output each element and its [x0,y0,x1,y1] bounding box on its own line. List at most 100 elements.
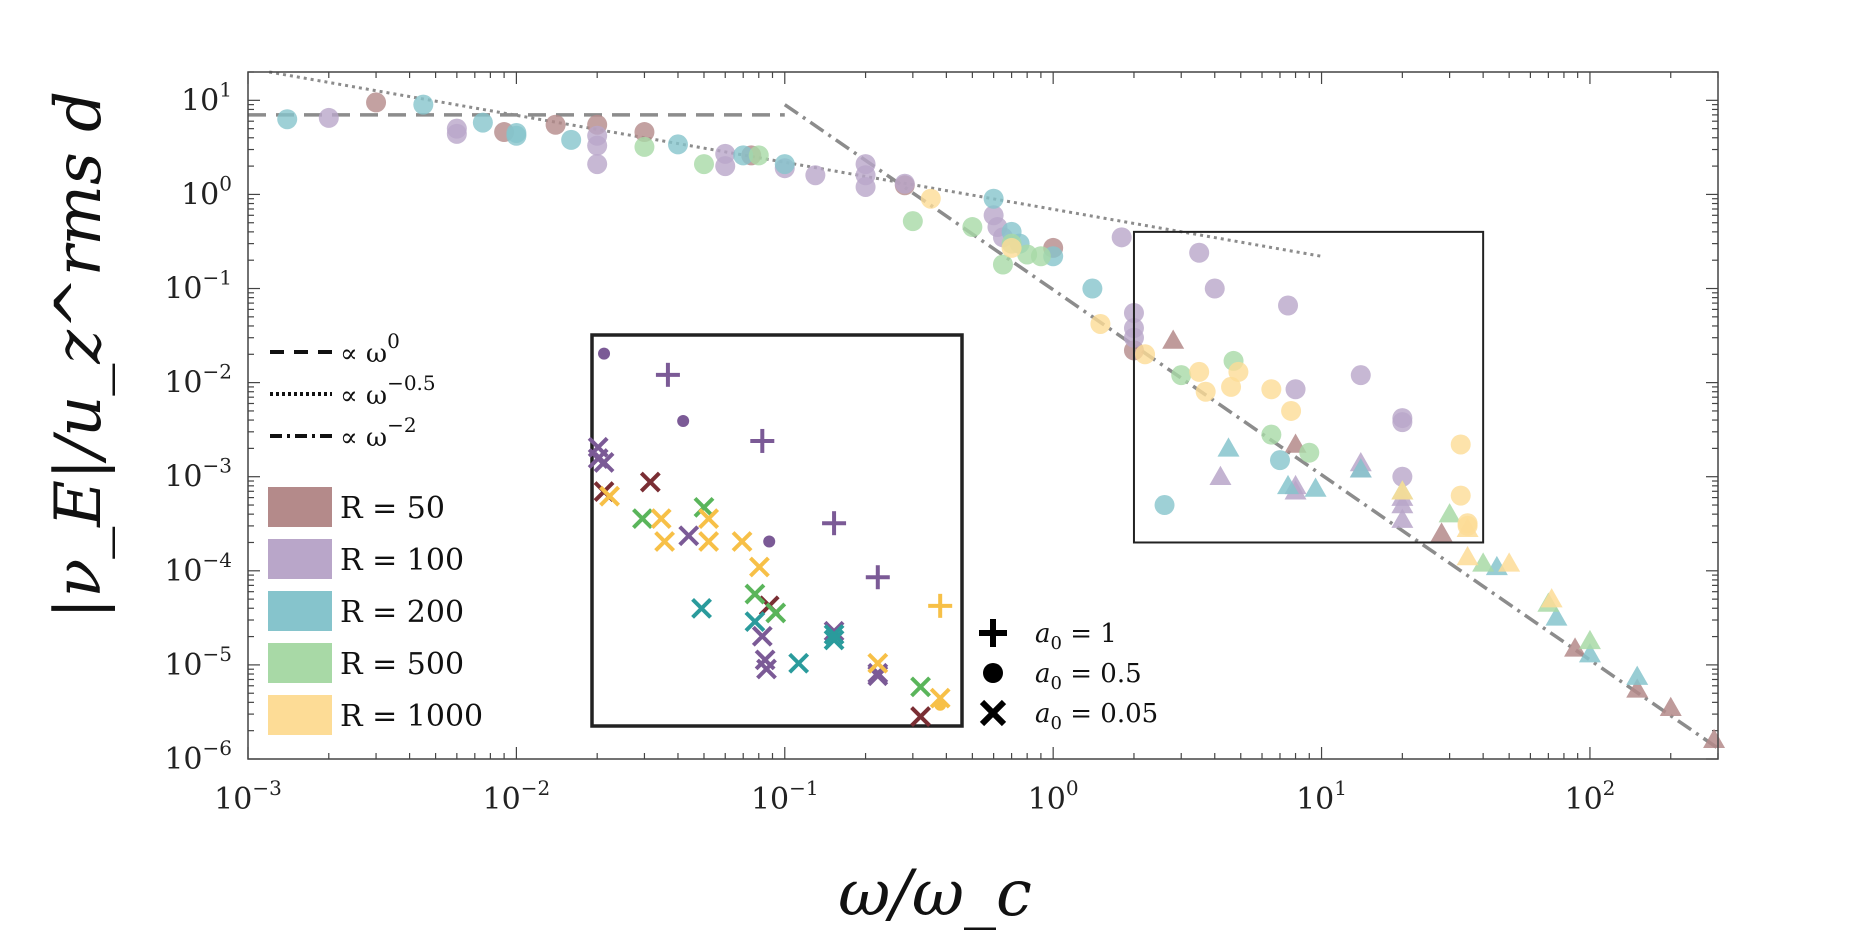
data-point [774,154,795,175]
inset-dot [763,535,776,548]
data-point [545,114,566,135]
data-point [366,92,387,113]
legend-marker-label: a0 = 1 [1035,619,1117,654]
data-point [894,173,915,194]
inset-cross [698,508,720,530]
data-point [634,136,655,157]
inset-cross [693,496,715,518]
y-tick-label: 10−5 [164,642,232,683]
y-tick-label: 10−2 [164,360,232,401]
inset-cross [650,508,672,530]
data-point [1450,485,1471,506]
data-point [1278,295,1299,316]
data-point [693,154,714,175]
x-tick-label: 102 [1564,776,1615,817]
data-point [1189,361,1210,382]
x-axis-label: ω/ω_c [838,857,1032,931]
inset-cross [929,687,951,709]
inset-cross [867,652,889,674]
data-point [733,145,754,166]
inset-cross [910,706,931,728]
legend-swatch-label: R = 500 [340,647,464,682]
data-point [413,94,434,115]
inset-cross [744,583,766,605]
data-point [1299,442,1320,463]
inset-cross [788,652,810,674]
data-triangle [1391,480,1414,500]
data-point [587,154,608,175]
data-triangle [1626,678,1649,698]
data-point [587,135,608,156]
legend: ∝ ω0∝ ω−0.5∝ ω−2 R = 50 R = 100 R = 200 R = … [268,329,1158,735]
x-tick-label: 10−3 [214,776,282,817]
data-triangle [1545,606,1568,626]
inset-cross [691,597,712,619]
data-point [1090,313,1111,334]
data-point [1269,450,1290,471]
data-point [1030,246,1051,267]
data-point [748,145,769,166]
inset-cross [823,629,845,651]
data-triangle [1217,437,1240,457]
legend-dot-marker [983,663,1003,683]
data-triangle [1564,637,1587,657]
data-point [446,123,467,144]
data-triangle [1659,696,1682,717]
data-point [1154,495,1175,516]
data-point [1392,466,1413,487]
data-point [983,188,1004,209]
data-triangle [1456,517,1479,537]
reference-line [268,70,1322,258]
axis-ticks: 10−3 10−2 10−1 100 101 10210110010−110−210−31… [164,71,1719,817]
data-triangle [1349,458,1372,478]
inset-cross [744,611,766,633]
data-point [318,107,339,128]
data-point [1392,412,1413,433]
inset-cross [632,508,653,530]
data-triangle [1162,329,1185,349]
legend-line-label: ∝ ω0 [340,329,400,369]
legend-swatch [268,695,332,735]
data-triangle [1438,503,1461,523]
inset-cross [731,531,753,552]
legend-swatch-label: R = 1000 [340,699,483,734]
data-triangle [1472,552,1495,572]
data-triangle [1578,629,1601,650]
data-point [902,211,923,232]
legend-cross-marker [979,699,1007,727]
data-point [715,156,736,177]
data-triangle [1209,465,1232,485]
legend-swatch [268,591,332,631]
inset-panel [587,333,964,728]
inset-cross [910,676,931,698]
legend-line-label: ∝ ω−2 [340,413,417,453]
data-triangle [1277,474,1300,495]
data-triangle [1578,643,1601,663]
data-point [1350,365,1371,386]
data-triangle [1498,552,1521,572]
legend-swatch [268,643,332,683]
data-triangle [1626,665,1649,685]
legend-swatch [268,539,332,579]
data-point [920,188,941,209]
reference-lines [248,70,1719,750]
data-point [277,109,298,130]
data-point [1285,379,1306,400]
data-triangle [1456,546,1479,566]
data-point [1450,434,1471,455]
inset-dot [598,347,611,360]
data-point [1228,361,1249,382]
x-tick-label: 101 [1296,776,1347,817]
data-point [1135,344,1156,365]
data-point [472,112,493,133]
data-point [506,122,527,143]
x-tick-label: 10−2 [483,776,551,817]
inset-dot [677,415,690,428]
inset-frame [590,333,964,728]
data-point [992,254,1013,275]
data-point [667,134,688,155]
data-triangle [1304,477,1327,497]
data-point [1111,227,1132,248]
legend-swatch-label: R = 200 [340,595,464,630]
